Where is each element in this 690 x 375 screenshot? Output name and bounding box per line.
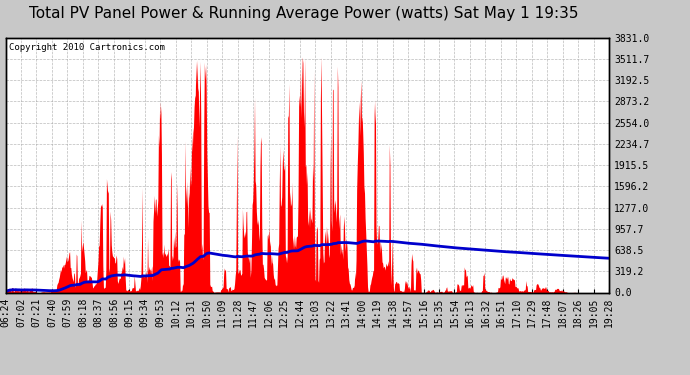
Text: Copyright 2010 Cartronics.com: Copyright 2010 Cartronics.com (8, 43, 164, 52)
Text: Total PV Panel Power & Running Average Power (watts) Sat May 1 19:35: Total PV Panel Power & Running Average P… (29, 6, 578, 21)
